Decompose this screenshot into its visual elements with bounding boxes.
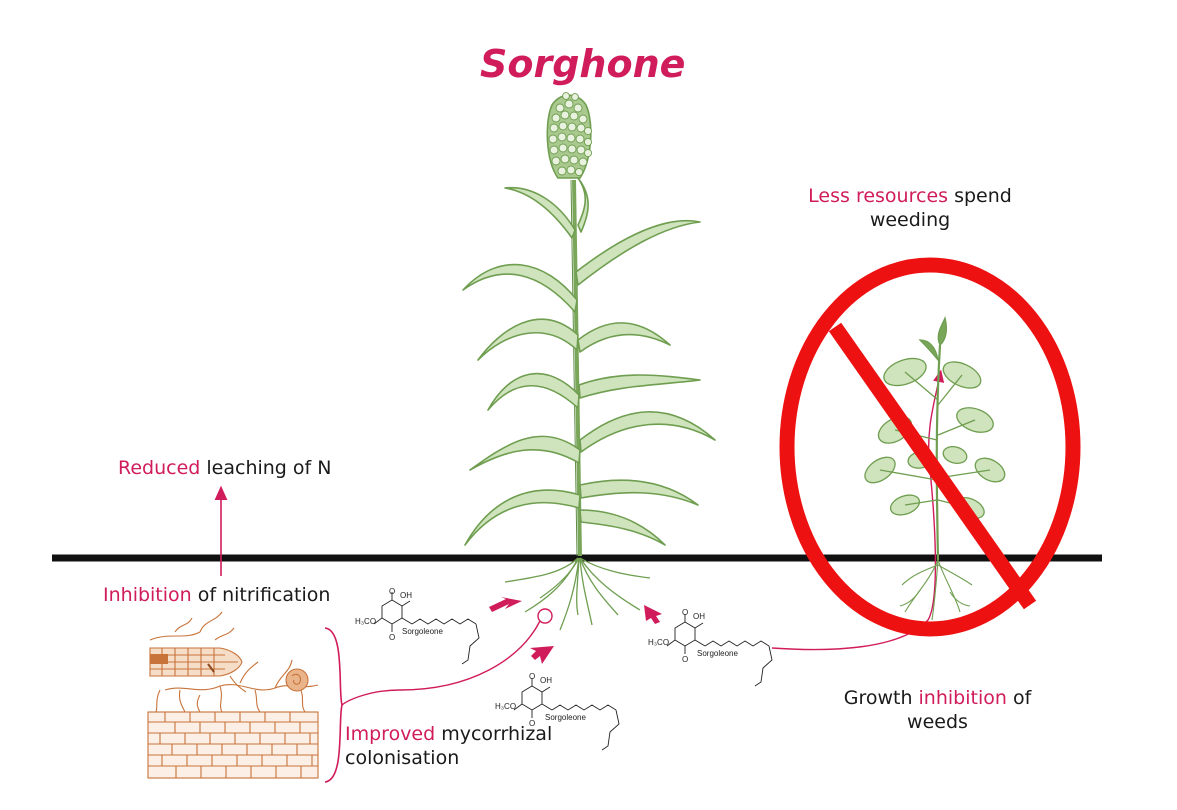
mol-right-h3co: H₃CO [648,638,669,647]
mol-left-o-top: O [389,587,395,596]
mycorrhiza-illustration [147,611,319,779]
mol-right-o-top: O [682,608,688,617]
weed-roots [899,559,973,621]
label-growth-inhibition: Growth inhibition of weeds [820,686,1055,734]
mol-right-name: Sorgoleone [697,649,738,658]
mol-right-o-bottom: O [682,655,688,664]
label-improved-rest: mycorrhizal [435,723,553,745]
label-growth-pre: Growth [843,687,919,709]
label-reduced-rest: leaching of N [200,457,332,479]
mol-right-oh: OH [693,612,705,621]
mol-middle-name: Sorgoleone [545,713,586,722]
sorghum-panicle [546,92,593,179]
arrow-middle-molecule [530,646,554,664]
label-reduced-highlight: Reduced [118,457,201,479]
label-growth-highlight: inhibition [918,687,1007,709]
sorgoleone-molecule-left [373,592,480,665]
label-improved-mycorrhizal: Improved mycorrhizal colonisation [345,722,552,770]
mycorrhiza-connector [341,620,541,706]
label-less-resources-line2: weeding [869,209,951,231]
label-inhibition-rest: of nitrification [191,584,331,606]
label-less-resources-highlight: Less resources [808,185,949,207]
mol-middle-o-bottom: O [529,719,535,728]
mol-middle-oh: OH [540,676,552,685]
label-less-resources-rest: spend [948,185,1012,207]
label-inhibition-nitrification: Inhibition of nitrification [103,583,330,607]
mol-left-h3co: H₃CO [355,617,376,626]
mol-left-oh: OH [400,591,412,600]
arrow-right-molecule [644,605,662,624]
label-inhibition-highlight: Inhibition [103,584,192,606]
label-reduced-leaching: Reduced leaching of N [118,456,331,480]
mycorrhiza-brace [324,627,343,783]
label-improved-highlight: Improved [345,723,436,745]
mol-middle-o-top: O [529,672,535,681]
label-improved-line2: colonisation [345,747,460,769]
sorgoleone-molecule-middle [513,678,620,751]
arrow-left-molecule [489,597,522,612]
mol-left-name: Sorgoleone [402,627,443,636]
mol-middle-h3co: H₃CO [495,702,516,711]
label-growth-line2: weeds [907,711,968,733]
label-less-resources: Less resources spend weeding [790,184,1030,232]
root-highlight-circle [537,608,553,624]
sorghum-roots [504,557,651,631]
weed-inhibition-connector [771,369,945,651]
prohibition-sign [779,257,1081,637]
mol-left-o-bottom: O [389,633,395,642]
sorghum-plant [462,92,716,557]
diagram-title: Sorghone [480,42,686,86]
label-growth-rest: of [1006,687,1032,709]
exudation-arrows [489,597,662,664]
sorgoleone-molecule-right [666,614,773,687]
